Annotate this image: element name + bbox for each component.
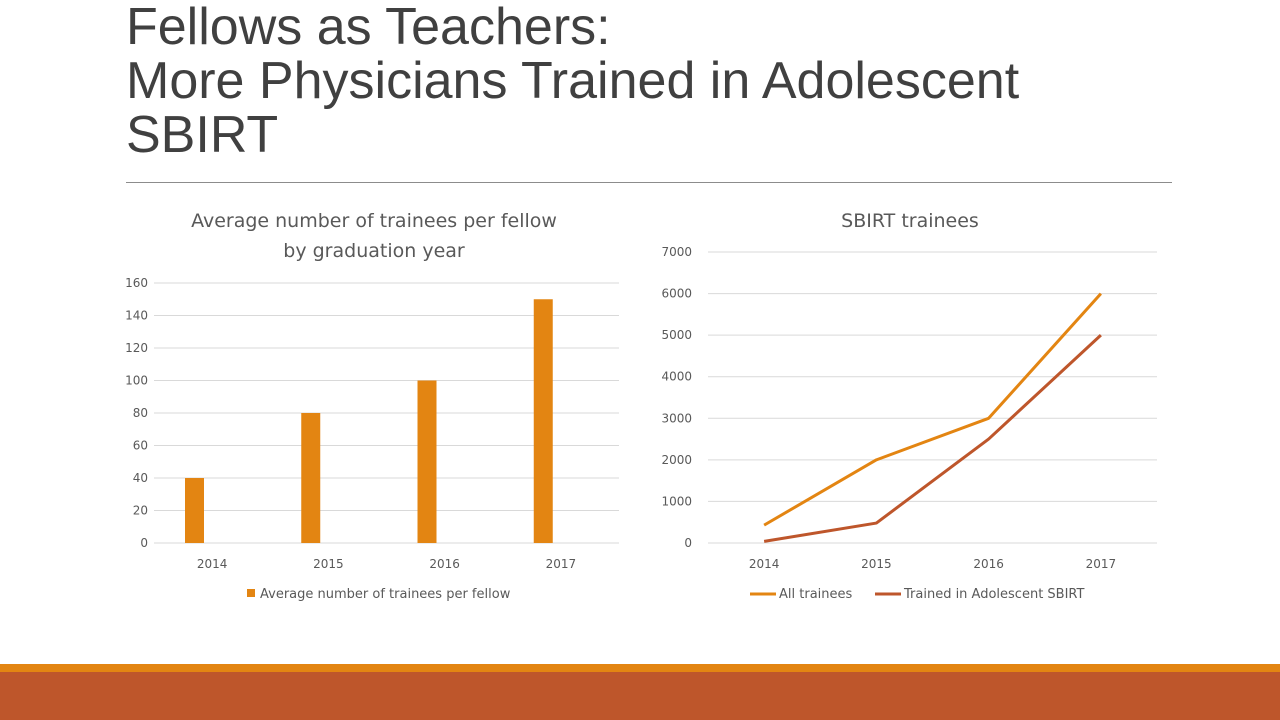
slide-title-line-3: SBIRT xyxy=(126,106,279,164)
bar-y-tick-label: 140 xyxy=(125,309,148,323)
line-series xyxy=(763,334,1102,543)
bar xyxy=(185,478,204,543)
line-y-tick-label: 7000 xyxy=(661,245,692,259)
bar-x-tick-label: 2014 xyxy=(197,557,228,571)
bar-y-tick-label: 120 xyxy=(125,341,148,355)
bar-y-tick-label: 100 xyxy=(125,374,148,388)
line-x-tick-label: 2016 xyxy=(973,557,1004,571)
line-y-tick-label: 2000 xyxy=(661,453,692,467)
bar-y-tick-label: 40 xyxy=(133,471,148,485)
bar xyxy=(301,413,321,543)
line-y-tick-label: 4000 xyxy=(661,370,692,384)
bar-y-tick-label: 20 xyxy=(133,504,148,518)
bar-y-tick-label: 60 xyxy=(133,439,148,453)
slide-title: Fellows as Teachers: More Physicians Tra… xyxy=(126,0,1176,162)
bar-chart-title-line-1: Average number of trainees per fellow xyxy=(191,210,557,232)
line-legend-label: All trainees xyxy=(779,587,853,602)
title-divider xyxy=(126,182,1172,183)
line-y-tick-label: 5000 xyxy=(661,328,692,342)
bar-legend-label: Average number of trainees per fellow xyxy=(260,587,511,602)
bar xyxy=(417,380,437,543)
bar xyxy=(533,299,553,543)
footer-band-thick xyxy=(0,672,1280,720)
line-series xyxy=(763,292,1102,527)
bar-x-tick-label: 2016 xyxy=(429,557,460,571)
bar-legend-swatch xyxy=(247,589,255,597)
slide-title-line-1: Fellows as Teachers: xyxy=(126,0,611,56)
bar-y-tick-label: 80 xyxy=(133,406,148,420)
line-legend-label: Trained in Adolescent SBIRT xyxy=(903,587,1085,602)
footer-band-thin xyxy=(0,664,1280,672)
line-y-tick-label: 3000 xyxy=(661,411,692,425)
slide-title-line-2: More Physicians Trained in Adolescent xyxy=(126,52,1020,110)
bar-chart-title-line-2: by graduation year xyxy=(283,240,465,262)
line-x-tick-label: 2014 xyxy=(749,557,780,571)
line-y-tick-label: 6000 xyxy=(661,287,692,301)
bar-y-tick-label: 160 xyxy=(125,276,148,290)
bar-y-tick-label: 0 xyxy=(140,536,148,550)
bar-x-tick-label: 2017 xyxy=(546,557,577,571)
line-chart-title: SBIRT trainees xyxy=(660,206,1160,236)
line-chart-title-text: SBIRT trainees xyxy=(841,210,979,232)
bar-x-tick-label: 2015 xyxy=(313,557,344,571)
line-x-tick-label: 2015 xyxy=(861,557,892,571)
line-y-tick-label: 1000 xyxy=(661,494,692,508)
bar-chart-title: Average number of trainees per fellow by… xyxy=(124,206,624,266)
line-x-tick-label: 2017 xyxy=(1086,557,1117,571)
line-y-tick-label: 0 xyxy=(684,536,692,550)
